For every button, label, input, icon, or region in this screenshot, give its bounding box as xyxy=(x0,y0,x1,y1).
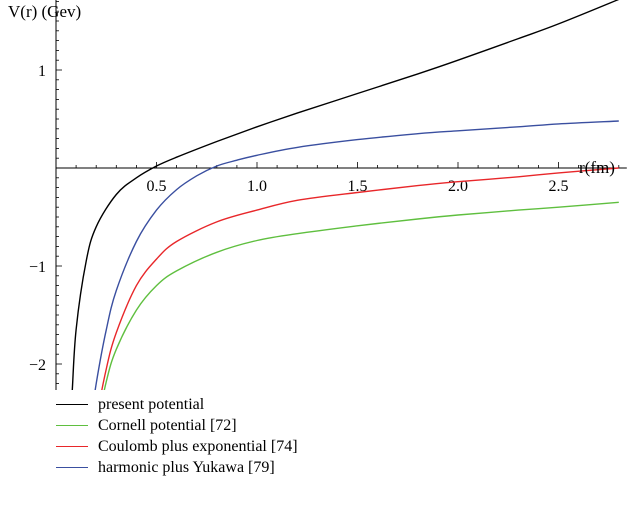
ticks: 0.51.01.52.02.5−3−2−112 xyxy=(29,0,620,385)
x-tick-label: 0.5 xyxy=(147,178,167,195)
x-tick-label: 1.5 xyxy=(348,178,368,195)
series-lines xyxy=(71,0,620,390)
legend-label: present potential xyxy=(98,396,205,413)
legend-swatch xyxy=(56,446,88,447)
legend-label: Cornell potential [72] xyxy=(98,417,237,434)
legend-label: harmonic plus Yukawa [79] xyxy=(98,459,275,476)
legend-swatch xyxy=(56,467,88,468)
x-tick-label: 1.0 xyxy=(247,178,267,195)
chart-plot: 0.51.01.52.02.5−3−2−112 V(r) (Gev) r(fm) xyxy=(8,0,627,390)
legend-label: Coulomb plus exponential [74] xyxy=(98,438,298,455)
x-axis-title: r(fm) xyxy=(579,158,615,177)
series-line-1 xyxy=(71,0,620,390)
series-line-2 xyxy=(103,201,619,390)
x-tick-label: 2.5 xyxy=(549,178,569,195)
legend-swatch xyxy=(56,404,88,405)
legend-item: harmonic plus Yukawa [79] xyxy=(56,457,298,478)
y-tick-label: −2 xyxy=(29,357,46,374)
legend-swatch xyxy=(56,425,88,426)
series-line-4 xyxy=(94,120,619,390)
legend-item: Cornell potential [72] xyxy=(56,415,298,436)
legend: present potential Cornell potential [72] C… xyxy=(56,394,298,478)
legend-item: present potential xyxy=(56,394,298,415)
y-tick-label: −1 xyxy=(29,259,46,276)
legend-item: Coulomb plus exponential [74] xyxy=(56,436,298,457)
y-axis-title: V(r) (Gev) xyxy=(8,2,81,21)
series-line-3 xyxy=(101,167,619,390)
y-tick-label: 1 xyxy=(38,63,46,80)
